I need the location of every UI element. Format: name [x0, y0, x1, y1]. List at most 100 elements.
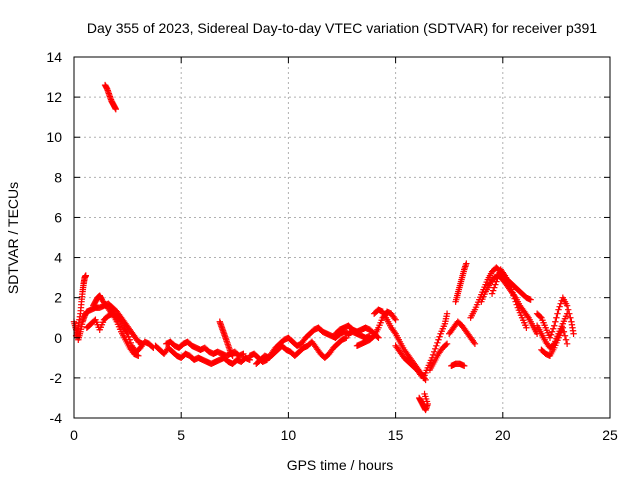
data-point: [429, 351, 437, 359]
plot-frame: [73, 56, 611, 419]
data-point: [442, 341, 450, 348]
data-point: [537, 313, 544, 320]
y-tick-label: 6: [54, 209, 62, 225]
y-tick-label: 12: [46, 89, 62, 105]
data-point: [512, 298, 519, 305]
data-point: [559, 324, 567, 331]
data-point: [436, 333, 443, 340]
data-point: [421, 390, 428, 398]
series-track-k: [332, 322, 382, 341]
series-track-h: [216, 318, 236, 360]
data-point: [492, 281, 499, 288]
x-tick-label: 5: [177, 427, 185, 443]
y-tick-label: -2: [50, 370, 63, 386]
data-point: [125, 333, 132, 340]
series-track-p: [420, 310, 451, 382]
x-tick-labels: 0 5 10 15 20 25: [70, 427, 618, 443]
data-point: [488, 290, 496, 297]
series-track-v: [478, 272, 541, 337]
data-point: [432, 345, 439, 353]
y-axis-label: SDTVAR / TECUs: [5, 182, 21, 294]
data-point: [506, 280, 513, 287]
data-point: [443, 340, 451, 347]
data-point: [500, 270, 508, 278]
data-point: [435, 336, 442, 343]
data-point: [553, 314, 560, 321]
data-point: [494, 275, 501, 282]
y-tick-label: 4: [54, 250, 62, 266]
data-point: [508, 286, 515, 293]
data-point: [82, 272, 89, 279]
data-point: [567, 314, 574, 321]
data-point: [463, 260, 470, 267]
data-point: [489, 287, 497, 294]
series-track-j: [253, 334, 350, 368]
data-point: [547, 331, 555, 338]
data-point: [551, 322, 558, 329]
data-point: [560, 328, 568, 335]
data-point: [557, 300, 564, 307]
x-tick-label: 0: [70, 427, 78, 443]
data-point: [510, 292, 517, 299]
data-point: [513, 301, 520, 308]
x-tick-label: 25: [602, 427, 618, 443]
series-track-g: [162, 338, 247, 360]
data-point: [417, 371, 424, 378]
series-track-t: [448, 360, 468, 370]
series-track-f: [152, 342, 254, 368]
series-track-y: [538, 324, 571, 360]
data-point: [461, 362, 468, 370]
y-tick-label: 8: [54, 169, 62, 185]
data-point: [433, 342, 440, 349]
data-point: [392, 316, 399, 323]
data-point: [229, 352, 236, 360]
data-points: [70, 81, 577, 414]
data-point: [495, 272, 502, 279]
data-point: [552, 318, 559, 325]
data-point: [562, 336, 570, 343]
data-point: [554, 310, 561, 317]
data-point: [375, 334, 382, 341]
series-track-z: [533, 294, 577, 341]
data-point: [570, 330, 577, 337]
y-tick-label: -4: [50, 410, 63, 426]
data-point: [546, 334, 554, 341]
data-point: [549, 325, 557, 332]
data-point: [527, 296, 534, 303]
data-point: [555, 306, 562, 313]
gridlines: [74, 57, 610, 418]
data-point: [563, 340, 571, 347]
data-point: [493, 278, 500, 285]
data-point: [123, 329, 130, 336]
data-point: [523, 324, 530, 331]
data-point: [470, 339, 478, 346]
data-point: [556, 303, 563, 310]
data-point: [561, 332, 569, 339]
data-point: [524, 313, 531, 320]
data-point: [434, 339, 441, 346]
axis-ticks: [73, 56, 611, 419]
series-track-r: [446, 318, 479, 347]
data-point: [430, 348, 438, 356]
data-point: [124, 330, 131, 337]
series-track-e: [83, 310, 142, 360]
y-tick-labels: -4 -2 0 2 4 6 8 10 12 14: [46, 49, 62, 426]
data-point: [507, 283, 514, 290]
data-point: [511, 295, 518, 302]
series-track-a: [101, 81, 120, 113]
y-tick-label: 14: [46, 49, 62, 65]
x-tick-label: 15: [388, 427, 404, 443]
data-point: [471, 340, 479, 347]
data-point: [112, 105, 120, 113]
data-point: [443, 310, 451, 317]
x-tick-label: 10: [281, 427, 297, 443]
data-point: [491, 284, 498, 291]
data-point: [343, 334, 350, 341]
x-tick-label: 20: [495, 427, 511, 443]
series-track-q: [426, 340, 451, 374]
series-track-n: [392, 342, 425, 380]
data-point: [391, 315, 398, 322]
data-point: [391, 329, 398, 336]
data-point: [564, 306, 572, 313]
